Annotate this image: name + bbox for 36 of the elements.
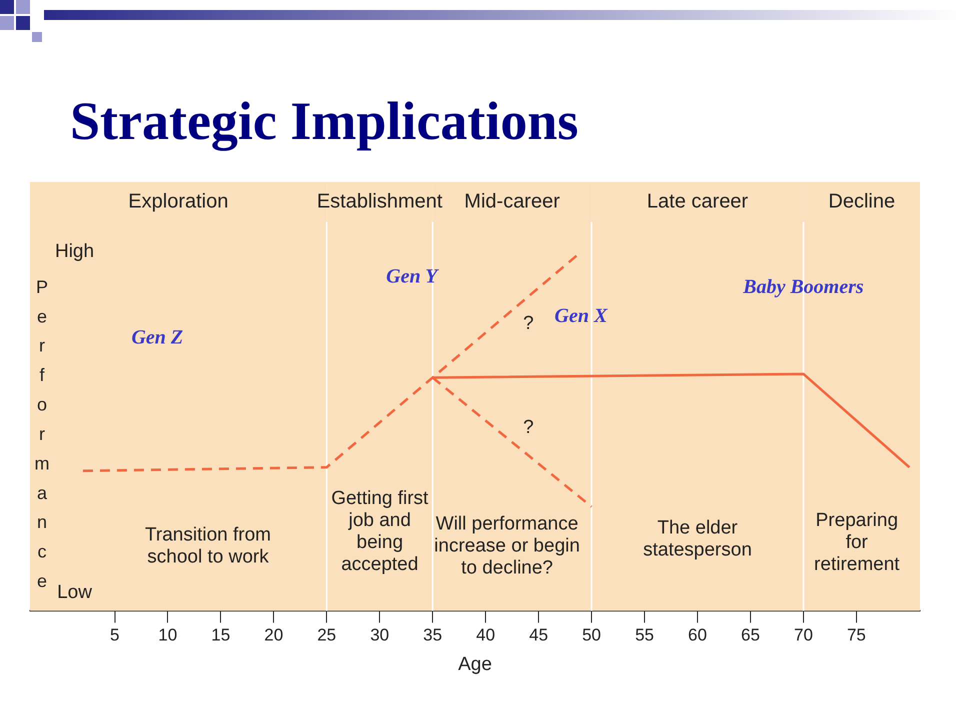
annotation: Preparing for retirement: [814, 510, 900, 575]
x-tick-label: 35: [423, 626, 442, 645]
x-tick-label: 10: [158, 626, 178, 645]
x-tick-label: 30: [370, 626, 390, 645]
x-tick-label: 5: [110, 626, 120, 645]
band-label: Mid-career: [464, 190, 560, 213]
band-label: Late career: [646, 190, 748, 213]
x-tick-label: 75: [846, 626, 866, 645]
x-tick-label: 65: [741, 626, 760, 645]
annotation: Transition from school to work: [145, 524, 271, 568]
annotation: Gen X: [554, 304, 608, 327]
x-axis-title: Age: [458, 654, 492, 675]
annotation: Getting first job and being accepted: [331, 488, 430, 576]
annotation: Gen Y: [386, 265, 440, 288]
text: Performance: [34, 276, 50, 592]
annotation: Will performance increase or begin to decline?: [434, 513, 580, 578]
chart-title: Strategic Implications: [70, 90, 578, 152]
annotation: Low: [57, 582, 92, 604]
x-tick-label: 55: [635, 626, 654, 645]
x-tick-label: 45: [529, 626, 548, 645]
x-tick-label: 60: [688, 626, 707, 645]
x-tick-label: 40: [476, 626, 496, 645]
x-tick-label: 15: [211, 626, 230, 645]
annotation: High: [54, 241, 94, 262]
x-tick-label: 70: [794, 626, 813, 645]
x-tick-label: 20: [264, 626, 284, 645]
annotation: ?: [523, 417, 534, 438]
x-tick-label: 50: [582, 626, 602, 645]
annotation: Gen Z: [131, 326, 184, 348]
annotation: The elder statesperson: [643, 517, 752, 560]
annotation: Baby Boomers: [742, 276, 864, 298]
annotation: ?: [523, 312, 534, 334]
band-label: Establishment: [316, 190, 443, 213]
x-tick-label: 25: [317, 626, 336, 645]
band-label: Exploration: [128, 190, 228, 213]
band-label: Decline: [828, 190, 896, 213]
